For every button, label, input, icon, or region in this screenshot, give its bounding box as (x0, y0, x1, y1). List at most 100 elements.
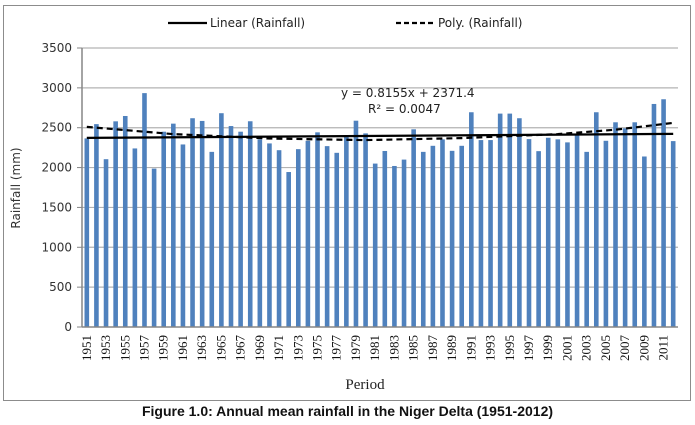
x-tick-label: 1987 (425, 335, 440, 362)
bar-1956 (132, 148, 138, 327)
legend: Linear (Rainfall) Poly. (Rainfall) (168, 16, 522, 30)
trend-r-squared: R² = 0.0047 (368, 102, 441, 116)
bar-1953 (103, 159, 109, 327)
poly-trendline (86, 121, 674, 142)
bar-1963 (199, 120, 205, 327)
x-tick-label: 1997 (521, 335, 536, 362)
trend-equation: y = 0.8155x + 2371.4 (341, 86, 475, 100)
x-tick-label: 1959 (156, 335, 171, 361)
x-tick-label: 1963 (194, 335, 209, 361)
x-tick-label: 1991 (463, 335, 478, 361)
x-axis-title: Period (345, 377, 385, 393)
bar-1986 (420, 151, 426, 327)
x-tick-label: 1983 (386, 335, 401, 361)
bar-2003 (584, 151, 589, 327)
x-tick-label: 2001 (559, 335, 574, 361)
bar-1977 (334, 152, 340, 327)
x-tick-label: 2005 (598, 335, 613, 361)
bar-2012 (670, 141, 676, 327)
x-tick-label: 2003 (579, 335, 594, 361)
bar-1985 (411, 129, 416, 327)
bar-1979 (353, 120, 359, 327)
bar-1981 (372, 163, 378, 327)
x-tick-label: 1953 (98, 335, 113, 361)
x-tick-label: 1993 (483, 335, 498, 361)
y-tick-label: 3500 (41, 41, 72, 55)
x-tick-label: 1961 (175, 335, 190, 361)
legend-linear-label: Linear (Rainfall) (210, 16, 305, 30)
y-tick-label: 2000 (41, 161, 72, 175)
x-tick-labels: 1951 1953 1955 1957 1959 1961 1963 1965 1967 1969… (79, 335, 671, 362)
bar-1995 (507, 113, 513, 327)
bar-2007 (622, 128, 628, 327)
x-tick-label: 1981 (367, 335, 382, 361)
bar-1984 (401, 159, 407, 327)
bar-1964 (209, 151, 215, 327)
bar-1996 (517, 118, 522, 327)
axes (77, 47, 678, 328)
bar-1969 (257, 139, 263, 327)
x-tick-label: 1995 (502, 335, 517, 361)
x-tick-label: 1971 (271, 335, 286, 361)
bar-1967 (238, 131, 243, 327)
bar-1972 (286, 172, 291, 327)
bar-2009 (642, 156, 647, 327)
bar-1971 (276, 150, 282, 327)
linear-trendline (86, 132, 674, 139)
trendlines (86, 121, 674, 142)
y-tick-label: 1000 (41, 240, 72, 254)
y-tick-labels: 0 500 1000 1500 2000 2500 3000 3500 (41, 41, 72, 334)
x-tick-label: 1965 (213, 335, 228, 361)
bar-1976 (324, 146, 330, 327)
y-tick-label: 2500 (41, 121, 72, 135)
bar-1955 (122, 115, 128, 328)
bar-1965 (219, 113, 224, 327)
y-axis-title: Rainfall (mm) (9, 147, 23, 228)
bars (84, 93, 676, 328)
x-tick-label: 1957 (136, 335, 151, 362)
x-tick-label: 1969 (252, 335, 267, 361)
y-tick-label: 3000 (41, 81, 72, 95)
bar-1994 (497, 113, 503, 327)
bar-2002 (574, 135, 580, 327)
bar-1954 (113, 121, 118, 327)
bar-1974 (305, 140, 311, 327)
bar-1990 (459, 145, 465, 327)
bar-1991 (469, 112, 474, 327)
y-tick-label: 1500 (41, 200, 72, 214)
x-tick-label: 2009 (636, 335, 651, 361)
bar-1966 (228, 126, 234, 327)
bar-2001 (565, 142, 570, 327)
figure-caption: Figure 1.0: Annual mean rainfall in the … (141, 403, 554, 419)
bar-1978 (344, 136, 349, 327)
bar-2004 (593, 112, 599, 327)
x-tick-label: 1951 (79, 335, 94, 361)
bar-1970 (267, 143, 272, 327)
bar-1968 (247, 121, 253, 327)
bar-1988 (440, 139, 445, 327)
x-tick-label: 1975 (310, 335, 325, 361)
x-tick-label: 1967 (233, 335, 248, 362)
bar-1989 (449, 150, 455, 327)
x-tick-label: 1973 (290, 335, 305, 361)
x-tick-label: 1985 (406, 335, 421, 361)
bar-2010 (651, 103, 657, 327)
legend-poly-label: Poly. (Rainfall) (438, 16, 522, 30)
bar-2005 (603, 140, 609, 327)
x-tick-label: 1977 (329, 335, 344, 362)
bar-2006 (613, 122, 618, 327)
bar-1975 (315, 132, 320, 327)
x-tick-label: 1979 (348, 335, 363, 361)
y-tick-label: 500 (49, 280, 72, 294)
x-tick-label: 1989 (444, 335, 459, 361)
x-tick-label: 2011 (656, 335, 671, 361)
bar-1992 (478, 140, 484, 327)
bar-1999 (545, 137, 551, 327)
bar-1980 (363, 133, 368, 327)
x-tick-label: 1999 (540, 335, 555, 361)
bar-1982 (382, 150, 388, 327)
bar-1997 (526, 139, 532, 327)
bar-1973 (295, 149, 301, 327)
bar-2000 (555, 139, 561, 327)
